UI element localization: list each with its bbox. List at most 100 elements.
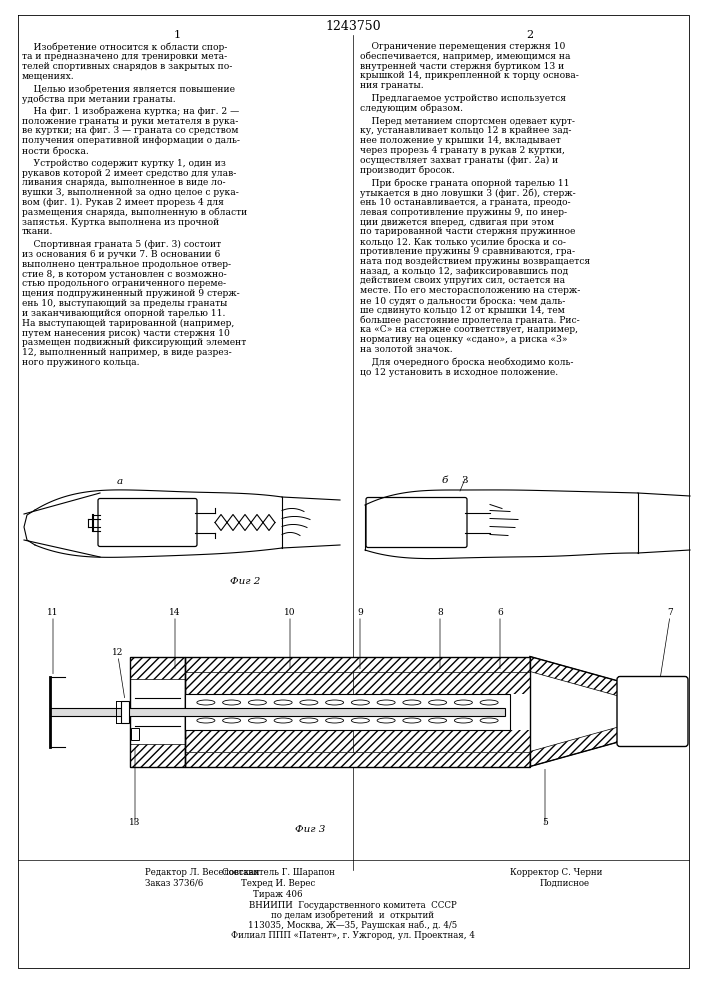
- Ellipse shape: [480, 718, 498, 723]
- FancyBboxPatch shape: [617, 676, 688, 746]
- Bar: [130, 656, 185, 679]
- Text: Устройство содержит куртку 1, один из: Устройство содержит куртку 1, один из: [22, 159, 226, 168]
- Text: запястья. Куртка выполнена из прочной: запястья. Куртка выполнена из прочной: [22, 218, 219, 227]
- Text: Перед метанием спортсмен одевает курт-: Перед метанием спортсмен одевает курт-: [360, 117, 575, 126]
- Text: При броске граната опорной тарелью 11: При броске граната опорной тарелью 11: [360, 178, 570, 188]
- Bar: [130, 656, 185, 766]
- Bar: [131, 728, 139, 740]
- Text: Корректор С. Черни: Корректор С. Черни: [510, 868, 602, 877]
- Polygon shape: [530, 656, 620, 696]
- Ellipse shape: [274, 700, 292, 705]
- Text: месте. По его месторасположению на стерж-: месте. По его месторасположению на стерж…: [360, 286, 580, 295]
- Text: по тарированной части стержня пружинное: по тарированной части стержня пружинное: [360, 227, 575, 236]
- Bar: [185, 656, 530, 672]
- Text: щения подпружиненный пружиной 9 стерж-: щения подпружиненный пружиной 9 стерж-: [22, 289, 240, 298]
- Text: из основания 6 и ручки 7. В основании 6: из основания 6 и ручки 7. В основании 6: [22, 250, 221, 259]
- Text: путем нанесения рисок) части стержня 10: путем нанесения рисок) части стержня 10: [22, 328, 230, 338]
- Text: цо 12 установить в исходное положение.: цо 12 установить в исходное положение.: [360, 368, 558, 377]
- Text: 9: 9: [357, 608, 363, 617]
- Text: 14: 14: [169, 608, 181, 617]
- Text: крышкой 14, прикрепленной к торцу основа-: крышкой 14, прикрепленной к торцу основа…: [360, 71, 579, 80]
- Text: кольцо 12. Как только усилие броска и со-: кольцо 12. Как только усилие броска и со…: [360, 237, 566, 247]
- Text: ливания снаряда, выполненное в виде ло-: ливания снаряда, выполненное в виде ло-: [22, 178, 226, 187]
- Text: Тираж 406: Тираж 406: [253, 890, 303, 899]
- Ellipse shape: [351, 700, 369, 705]
- Text: 1243750: 1243750: [325, 20, 381, 33]
- Text: выполнено центральное продольное отвер-: выполнено центральное продольное отвер-: [22, 260, 231, 269]
- Text: Фиг 3: Фиг 3: [295, 825, 325, 834]
- Text: 13: 13: [129, 818, 141, 827]
- Bar: [185, 752, 530, 766]
- FancyBboxPatch shape: [98, 498, 197, 546]
- Text: размещен подвижный фиксирующий элемент: размещен подвижный фиксирующий элемент: [22, 338, 246, 347]
- Text: та и предназначено для тренировки мета-: та и предназначено для тренировки мета-: [22, 52, 227, 61]
- Text: 5: 5: [542, 818, 548, 827]
- Text: удобства при метании гранаты.: удобства при метании гранаты.: [22, 94, 175, 104]
- Text: размещения снаряда, выполненную в области: размещения снаряда, выполненную в област…: [22, 208, 247, 217]
- Text: 2: 2: [527, 30, 534, 40]
- Ellipse shape: [197, 718, 215, 723]
- Ellipse shape: [223, 700, 240, 705]
- Text: 8: 8: [437, 608, 443, 617]
- Ellipse shape: [248, 718, 267, 723]
- Text: ень 10, выступающий за пределы гранаты: ень 10, выступающий за пределы гранаты: [22, 299, 228, 308]
- Text: 12, выполненный например, в виде разрез-: 12, выполненный например, в виде разрез-: [22, 348, 232, 357]
- Ellipse shape: [300, 718, 318, 723]
- Text: не 10 судят о дальности броска: чем даль-: не 10 судят о дальности броска: чем даль…: [360, 296, 566, 306]
- Text: вушки 3, выполненной за одно целое с рука-: вушки 3, выполненной за одно целое с рук…: [22, 188, 239, 197]
- Ellipse shape: [403, 718, 421, 723]
- Ellipse shape: [326, 700, 344, 705]
- Ellipse shape: [428, 700, 447, 705]
- Text: нее положение у крышки 14, вкладывает: нее положение у крышки 14, вкладывает: [360, 136, 561, 145]
- Text: 113035, Москва, Ж—35, Раушская наб., д. 4/5: 113035, Москва, Ж—35, Раушская наб., д. …: [248, 921, 457, 930]
- Text: На выступающей тарированной (например,: На выступающей тарированной (например,: [22, 319, 234, 328]
- Text: стие 8, в котором установлен с возможно-: стие 8, в котором установлен с возможно-: [22, 270, 227, 279]
- Text: обеспечивается, например, имеющимся на: обеспечивается, например, имеющимся на: [360, 52, 571, 61]
- Text: 11: 11: [47, 608, 59, 617]
- Text: ВНИИПИ  Государственного комитета  СССР: ВНИИПИ Государственного комитета СССР: [249, 901, 457, 910]
- Bar: [130, 744, 185, 766]
- Text: ень 10 останавливается, а граната, преодо-: ень 10 останавливается, а граната, преод…: [360, 198, 571, 207]
- Text: Для очередного броска необходимо коль-: Для очередного броска необходимо коль-: [360, 358, 573, 367]
- Text: Редактор Л. Веселовская: Редактор Л. Веселовская: [145, 868, 259, 877]
- Text: Фиг 2: Фиг 2: [230, 577, 260, 586]
- Text: 7: 7: [667, 608, 673, 617]
- Bar: [185, 694, 510, 730]
- FancyBboxPatch shape: [366, 497, 467, 548]
- Text: 10: 10: [284, 608, 296, 617]
- Text: внутренней части стержня буртиком 13 и: внутренней части стержня буртиком 13 и: [360, 62, 564, 71]
- Text: производит бросок.: производит бросок.: [360, 166, 455, 175]
- Text: Целью изобретения является повышение: Целью изобретения является повышение: [22, 84, 235, 94]
- Polygon shape: [185, 672, 530, 694]
- Text: ку, устанавливает кольцо 12 в крайнее зад-: ку, устанавливает кольцо 12 в крайнее за…: [360, 126, 571, 135]
- Text: Филиал ППП «Патент», г. Ужгород, ул. Проектная, 4: Филиал ППП «Патент», г. Ужгород, ул. Про…: [231, 931, 475, 940]
- Polygon shape: [185, 730, 530, 752]
- Ellipse shape: [455, 700, 472, 705]
- Text: Заказ 3736/6: Заказ 3736/6: [145, 879, 203, 888]
- Text: получения оперативной информации о даль-: получения оперативной информации о даль-: [22, 136, 240, 145]
- Ellipse shape: [300, 700, 318, 705]
- Ellipse shape: [248, 700, 267, 705]
- Text: рукавов которой 2 имеет средство для улав-: рукавов которой 2 имеет средство для ула…: [22, 169, 236, 178]
- Ellipse shape: [480, 700, 498, 705]
- Text: ната под воздействием пружины возвращается: ната под воздействием пружины возвращает…: [360, 257, 590, 266]
- Text: ве куртки; на фиг. 3 — граната со средством: ве куртки; на фиг. 3 — граната со средст…: [22, 126, 238, 135]
- Text: Ограничение перемещения стержня 10: Ограничение перемещения стержня 10: [360, 42, 566, 51]
- Ellipse shape: [377, 700, 395, 705]
- Text: через прорезь 4 гранату в рукав 2 куртки,: через прорезь 4 гранату в рукав 2 куртки…: [360, 146, 565, 155]
- Text: Спортивная граната 5 (фиг. 3) состоит: Спортивная граната 5 (фиг. 3) состоит: [22, 240, 221, 249]
- Text: ции движется вперед, сдвигая при этом: ции движется вперед, сдвигая при этом: [360, 218, 554, 227]
- Text: Предлагаемое устройство используется: Предлагаемое устройство используется: [360, 94, 566, 103]
- Text: Изобретение относится к области спор-: Изобретение относится к области спор-: [22, 42, 228, 51]
- Text: ности броска.: ности броска.: [22, 146, 89, 155]
- Text: ного пружиного кольца.: ного пружиного кольца.: [22, 358, 139, 367]
- Text: 6: 6: [497, 608, 503, 617]
- Ellipse shape: [403, 700, 421, 705]
- Text: противление пружины 9 сравниваются, гра-: противление пружины 9 сравниваются, гра-: [360, 247, 575, 256]
- Bar: [50, 708, 505, 716]
- Text: действием своих упругих сил, остается на: действием своих упругих сил, остается на: [360, 276, 565, 285]
- Ellipse shape: [351, 718, 369, 723]
- Text: осуществляет захват гранаты (фиг. 2а) и: осуществляет захват гранаты (фиг. 2а) и: [360, 156, 559, 165]
- Text: левая сопротивление пружины 9, по инер-: левая сопротивление пружины 9, по инер-: [360, 208, 567, 217]
- Text: ния гранаты.: ния гранаты.: [360, 81, 423, 90]
